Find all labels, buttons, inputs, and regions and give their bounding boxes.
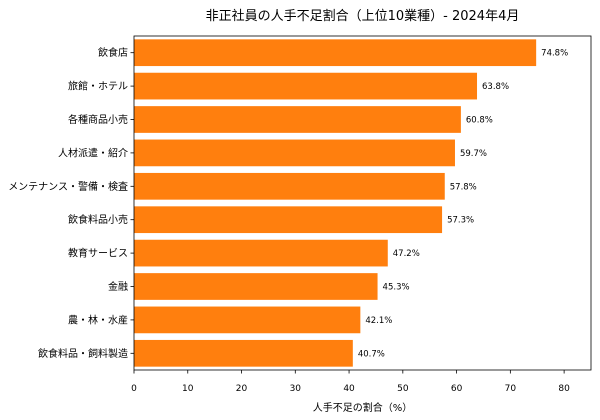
bars-group [134,39,537,367]
x-tick-label-40: 40 [343,384,355,394]
x-axis: 0 10 20 30 40 50 60 70 80 [131,370,570,394]
value-label-1: 74.8% [541,49,568,59]
value-label-7: 47.2% [393,249,420,259]
x-tick-label-20: 20 [236,384,248,394]
y-tick-label-7: 教育サービス [68,247,128,260]
y-tick-label-8: 金融 [108,280,128,293]
y-tick-label-1: 飲食店 [98,46,128,59]
x-tick-label-50: 50 [397,384,409,394]
y-tick-label-9: 農・林・水産 [68,313,128,326]
value-label-3: 60.8% [466,116,493,126]
bar-7 [134,239,388,267]
bar-3 [134,106,461,133]
plot-frame [133,35,592,371]
x-tick-label-10: 10 [182,384,194,394]
x-axis-label: 人手不足の割合（%） [313,401,413,414]
bar-9 [134,306,361,334]
value-label-10: 40.7% [358,349,385,359]
x-tick-label-0: 0 [131,384,137,394]
value-label-2: 63.8% [482,82,509,92]
x-tick-label-70: 70 [505,384,517,394]
bar-4 [134,139,455,167]
bar-2 [134,72,478,100]
y-axis: 飲食店旅館・ホテル各種商品小売人材派遣・紹介メンテナンス・警備・検査飲食料品小売… [8,46,134,360]
value-labels-group: 74.8% 63.8% 60.8% 59.7% 57.8% 57.3% 47.2% 45.3%… [358,49,568,360]
y-tick-label-5: メンテナンス・警備・検査 [8,180,128,193]
chart-title: 非正社員の人手不足割合（上位10業種）- 2024年4月 [206,8,520,24]
bar-6 [134,206,443,234]
y-tick-label-6: 飲食料品小売 [68,213,128,226]
bar-1 [134,39,537,67]
value-label-8: 45.3% [383,283,410,293]
value-label-6: 57.3% [447,216,474,226]
bar-5 [134,172,445,200]
x-tick-label-80: 80 [558,384,570,394]
value-label-4: 59.7% [460,149,487,159]
x-tick-label-30: 30 [290,384,302,394]
bar-8 [134,273,378,300]
y-tick-label-10: 飲食料品・飼料製造 [38,347,128,360]
value-label-5: 57.8% [450,182,477,192]
y-tick-label-4: 人材派遣・紹介 [58,146,128,159]
x-tick-label-60: 60 [451,384,463,394]
value-label-9: 42.1% [365,316,392,326]
y-tick-label-3: 各種商品小売 [68,113,128,126]
bar-10 [134,339,353,367]
y-tick-label-2: 旅館・ホテル [68,80,128,93]
